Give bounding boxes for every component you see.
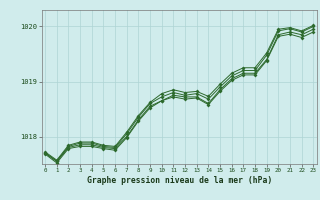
X-axis label: Graphe pression niveau de la mer (hPa): Graphe pression niveau de la mer (hPa) xyxy=(87,176,272,185)
